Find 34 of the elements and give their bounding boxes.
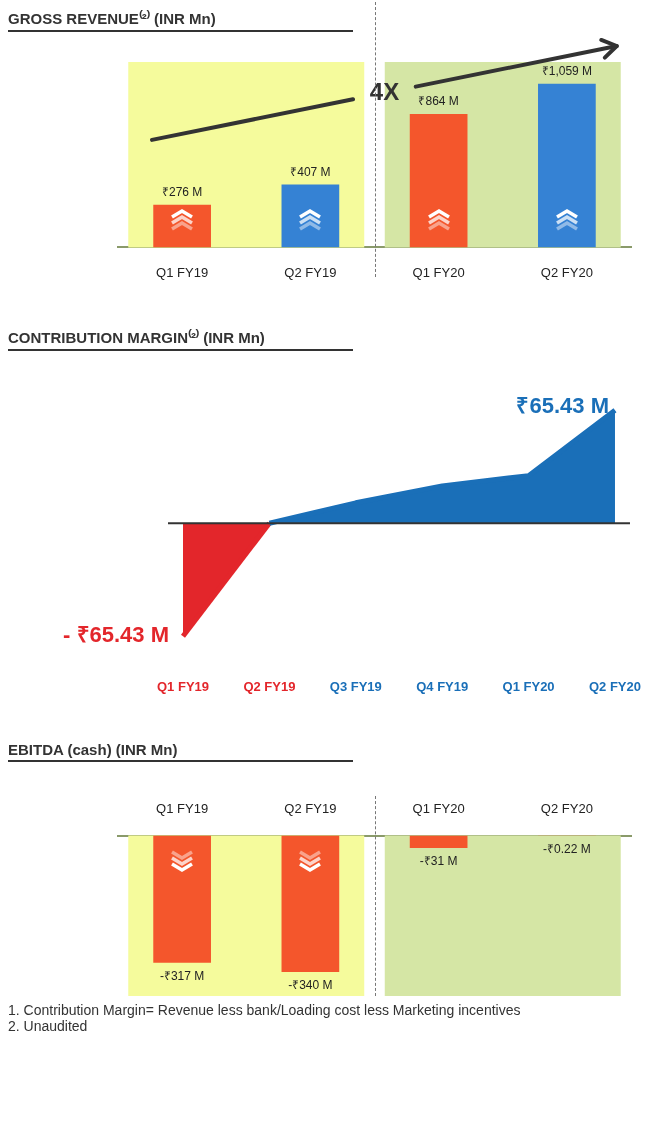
chart-title: GROSS REVENUE⁽²⁾ (INR Mn): [8, 8, 353, 32]
annotation: 4X: [369, 77, 400, 105]
text: 1. Contribution Margin= Revenue less bank/Loading cost less Marketing incentives: [8, 1002, 522, 1018]
text: 2. Unaudited: [8, 1018, 89, 1034]
data-label: - ₹65.43 M: [63, 622, 169, 648]
bar: [281, 184, 340, 248]
data-label: ₹1,059 M: [541, 64, 593, 79]
chart-title: CONTRIBUTION MARGIN⁽²⁾ (INR Mn): [8, 327, 353, 351]
x-tick-label: Q3 FY19: [329, 678, 382, 694]
x-tick-label: Q2 FY19: [284, 801, 337, 817]
x-tick-label: Q2 FY20: [540, 264, 593, 280]
x-tick-label: Q1 FY19: [156, 801, 209, 817]
x-tick-label: Q1 FY20: [412, 264, 465, 280]
x-tick-label: Q4 FY19: [416, 678, 469, 694]
x-tick-label: Q1 FY19: [156, 264, 209, 280]
chart-title: EBITDA (cash) (INR Mn): [8, 741, 353, 762]
bar: [538, 83, 596, 248]
bar: [409, 113, 468, 248]
data-label: ₹407 M: [290, 164, 331, 179]
x-tick-label: Q2 FY20: [540, 801, 593, 817]
x-tick-label: Q2 FY20: [588, 678, 641, 694]
x-tick-label: Q2 FY19: [243, 678, 296, 694]
x-tick-label: Q1 FY20: [502, 678, 555, 694]
bar: [153, 204, 211, 248]
x-tick-label: Q1 FY19: [156, 678, 210, 694]
data-label: -₹31 M: [419, 854, 458, 869]
data-label: -₹340 M: [288, 978, 333, 993]
x-tick-label: Q2 FY19: [284, 264, 337, 280]
data-label: -₹317 M: [159, 969, 205, 984]
data-label: ₹864 M: [418, 94, 459, 109]
data-label: -₹0.22 M: [543, 842, 591, 856]
data-label: ₹65.43 M: [516, 393, 609, 419]
data-label: ₹276 M: [161, 185, 203, 200]
x-tick-label: Q1 FY20: [412, 801, 465, 817]
